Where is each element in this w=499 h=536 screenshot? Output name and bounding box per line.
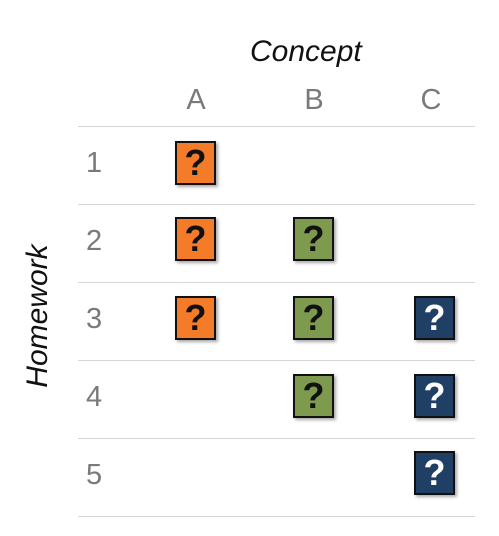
question-box-3a: ? (175, 296, 216, 340)
grid-rule-4 (78, 438, 475, 439)
question-box-3c: ? (414, 296, 455, 340)
question-box-3b: ? (293, 296, 334, 340)
column-header-b: B (304, 84, 324, 116)
grid-rule-3 (78, 360, 475, 361)
grid-rule-2 (78, 282, 475, 283)
question-box-4c: ? (414, 374, 455, 418)
concept-axis-title: Concept (250, 35, 362, 68)
question-box-2a: ? (175, 217, 216, 261)
question-box-1a: ? (175, 141, 216, 185)
column-header-a: A (186, 84, 206, 116)
grid-rule-1 (78, 204, 475, 205)
question-box-2b: ? (293, 217, 334, 261)
row-header-1: 1 (86, 147, 103, 179)
question-box-4b: ? (293, 374, 334, 418)
row-header-2: 2 (86, 225, 103, 257)
column-header-c: C (420, 84, 442, 116)
row-header-5: 5 (86, 459, 103, 491)
grid-rule-bottom (78, 516, 475, 517)
question-box-5c: ? (414, 451, 455, 495)
row-header-3: 3 (86, 303, 103, 335)
grid-rule-top (78, 126, 475, 127)
homework-axis-title: Homework (21, 244, 54, 388)
row-header-4: 4 (86, 381, 103, 413)
